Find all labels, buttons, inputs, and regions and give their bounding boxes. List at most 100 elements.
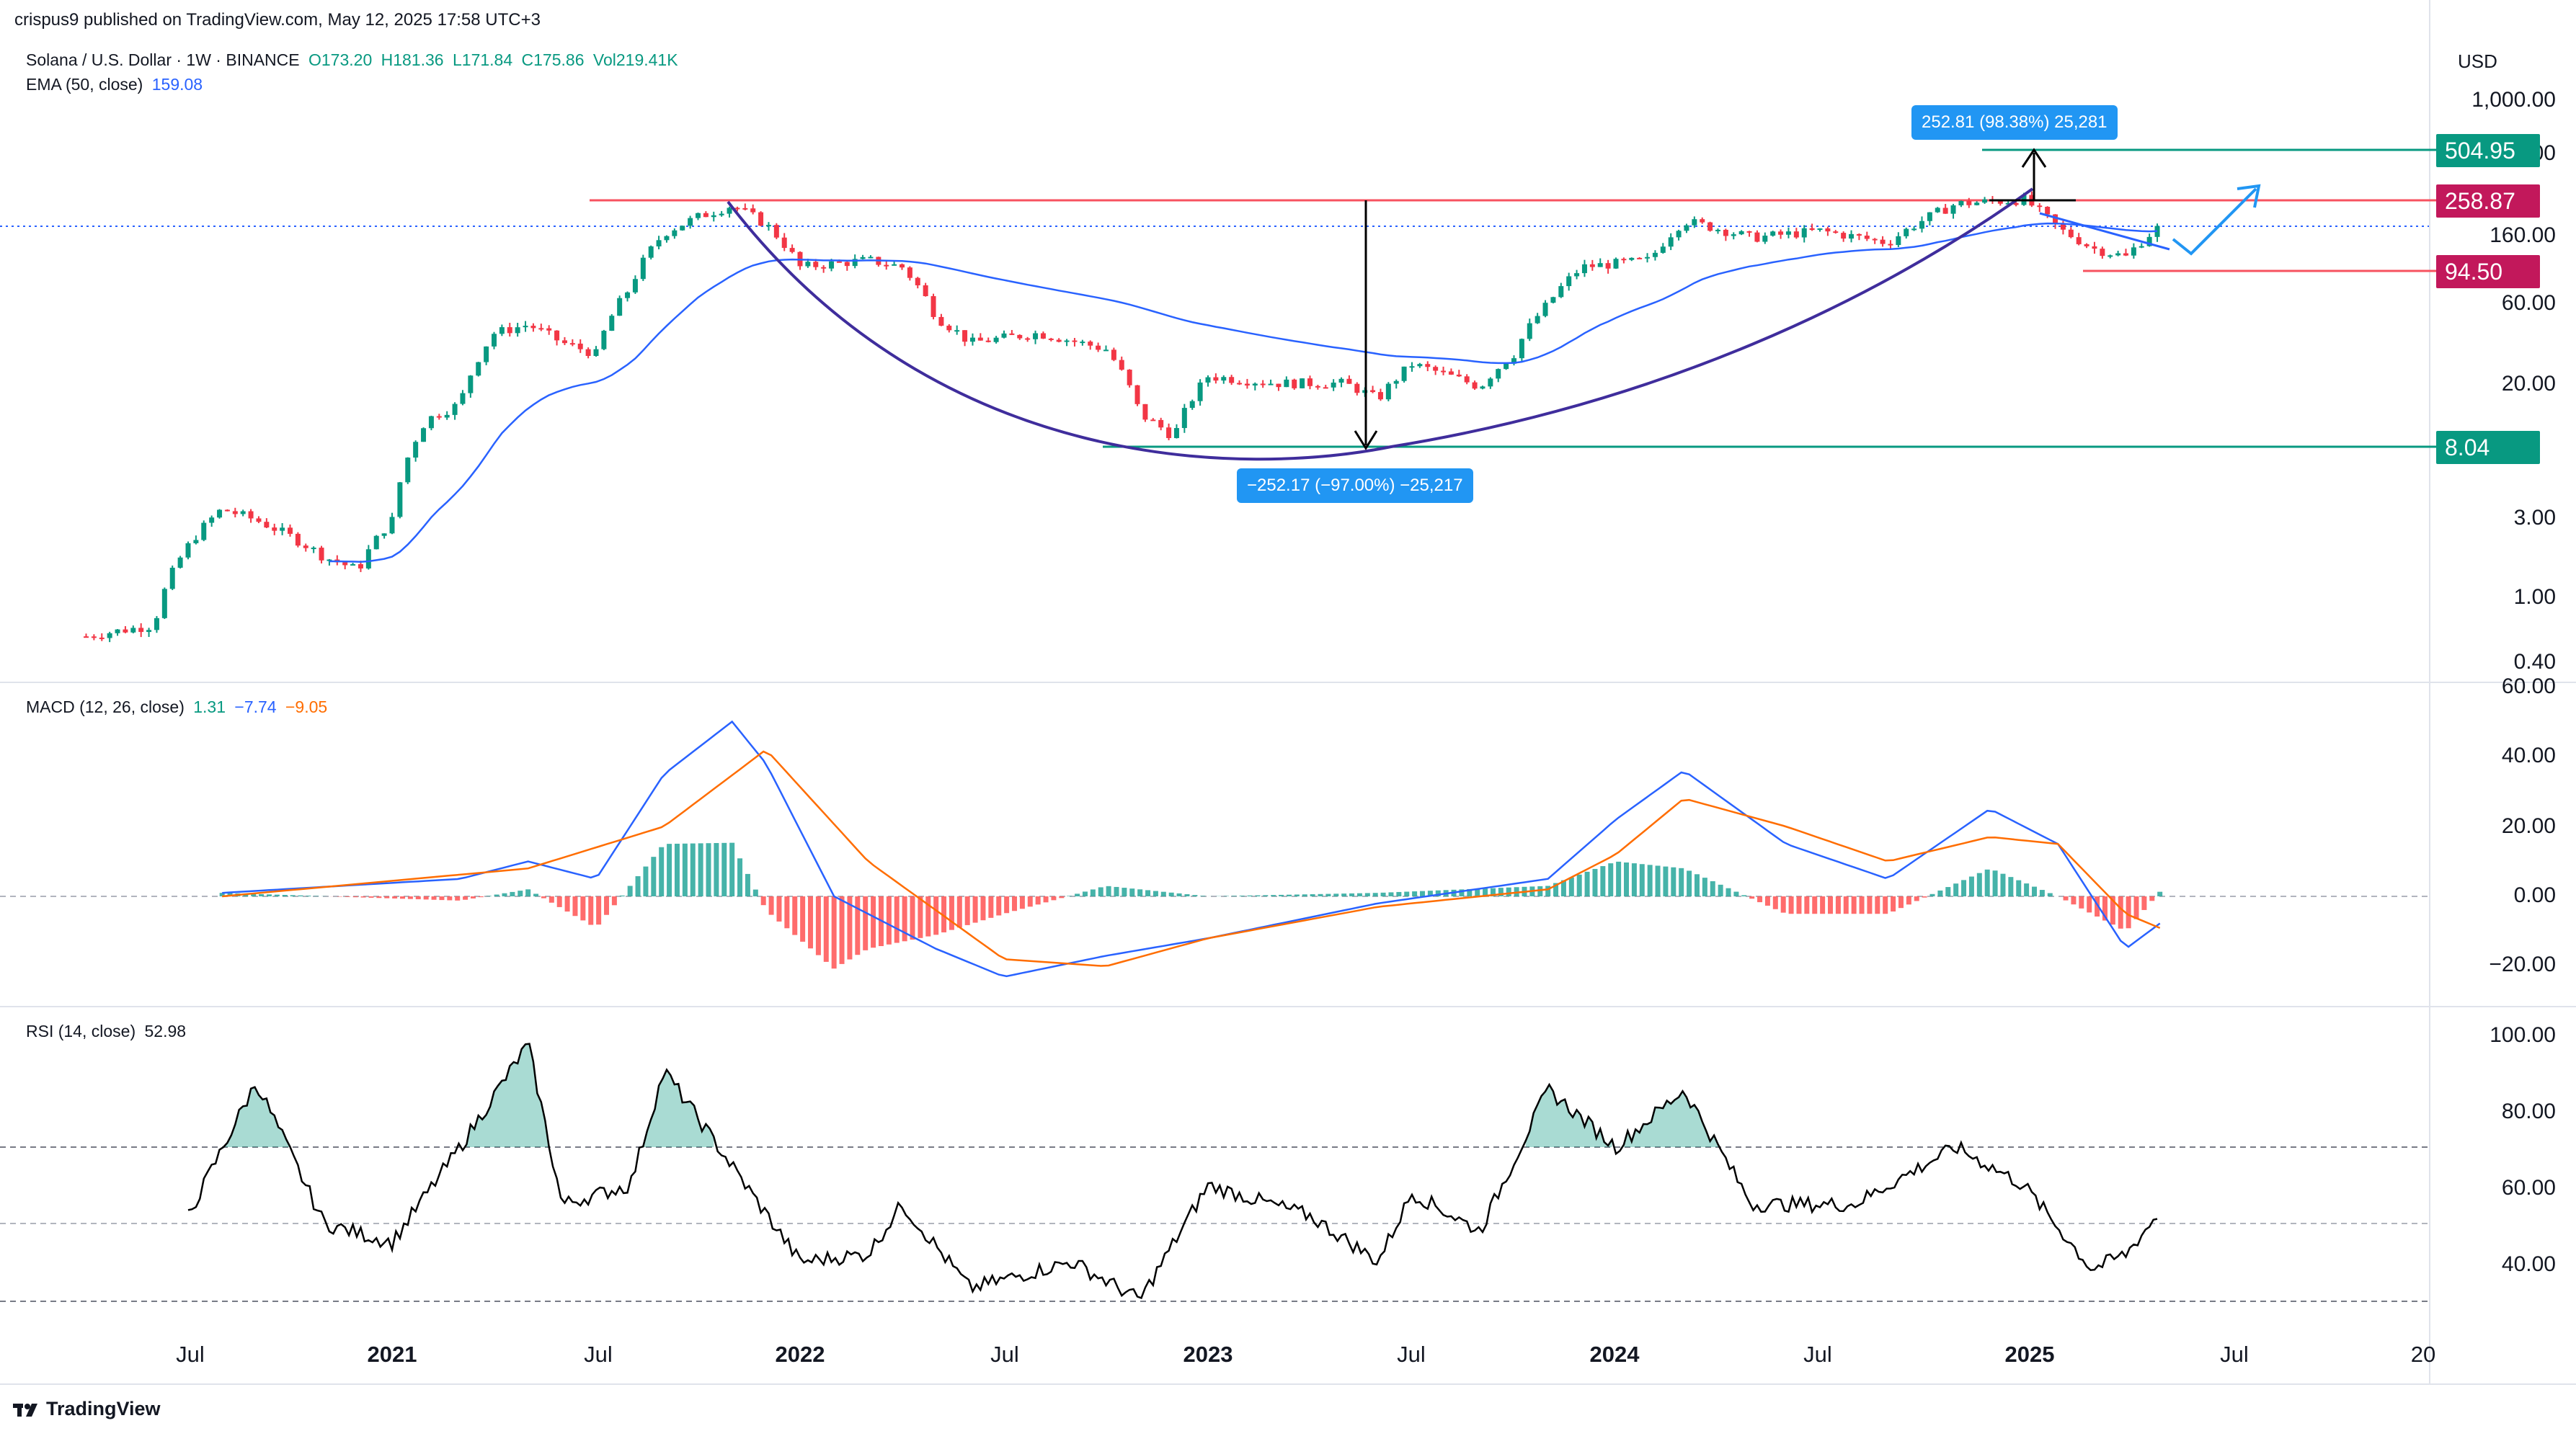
macd-histogram-bar (2079, 896, 2084, 909)
macd-histogram-bar (1859, 896, 1865, 914)
macd-hist-value: 1.31 (193, 697, 226, 716)
candle-body (561, 340, 567, 344)
macd-histogram-bar (659, 847, 665, 896)
rsi-overbought-fill (466, 1043, 549, 1147)
candle-body (1527, 323, 1532, 339)
price-tag-target[interactable]: 504.95 (2436, 134, 2540, 167)
macd-legend[interactable]: MACD (12, 26, close) 1.31 −7.74 −9.05 (26, 697, 332, 717)
currency-label[interactable]: USD (2458, 50, 2497, 72)
candle-body (1880, 239, 1886, 244)
candle-body (523, 326, 528, 328)
candle-body (1621, 259, 1627, 261)
macd-histogram-bar (1059, 896, 1065, 899)
pane-divider-main[interactable] (0, 682, 2576, 683)
candle-body (1323, 387, 1328, 389)
candle-body (389, 517, 395, 534)
candle-body (311, 548, 316, 550)
macd-histogram-bar (941, 896, 947, 932)
ema-line (329, 222, 2158, 563)
macd-histogram-bar (1804, 896, 1810, 914)
candle-body (719, 213, 724, 215)
macd-histogram-bar (1012, 896, 1018, 911)
macd-histogram-bar (910, 896, 915, 940)
macd-histogram-bar (423, 896, 429, 900)
macd-histogram-bar (352, 896, 358, 898)
macd-histogram-bar (933, 896, 939, 935)
pane-divider-macd[interactable] (0, 1006, 2576, 1007)
macd-histogram-bar (949, 896, 954, 930)
measure-down-label[interactable]: −252.17 (−97.00%) −25,217 (1237, 468, 1473, 503)
time-axis-label: 20 (2410, 1342, 2436, 1367)
time-axis-label: Jul (1397, 1342, 1426, 1367)
candle-body (1025, 338, 1031, 340)
rsi-legend[interactable]: RSI (14, close) 52.98 (26, 1022, 190, 1041)
macd-histogram-bar (1427, 891, 1433, 896)
candle-body (303, 545, 308, 548)
macd-histogram-bar (580, 896, 586, 921)
candle-body (154, 618, 159, 630)
candle-body (2013, 202, 2019, 205)
candle-body (185, 543, 191, 558)
macd-line-value: −7.74 (234, 697, 277, 716)
candle-body (256, 518, 262, 522)
macd-histogram-bar (839, 896, 845, 964)
macd-histogram-bar (1333, 893, 1339, 896)
macd-histogram-bar (690, 843, 696, 896)
candle-body (1229, 377, 1235, 383)
macd-histogram-bar (1764, 896, 1770, 906)
price-tag-resistance[interactable]: 258.87 (2436, 184, 2540, 218)
measure-up-label[interactable]: 252.81 (98.38%) 25,281 (1911, 105, 2118, 140)
candle-body (1237, 383, 1243, 385)
ema-value: 159.08 (151, 75, 203, 94)
candle-body (2076, 237, 2082, 244)
candle-body (632, 279, 638, 293)
candle-body (1754, 232, 1760, 242)
macd-histogram-bar (2095, 896, 2100, 917)
rsi-overbought-fill (1623, 1091, 1718, 1147)
candle-body (130, 628, 136, 633)
price-tag-support[interactable]: 8.04 (2436, 431, 2540, 464)
time-axis-label: 2024 (1589, 1342, 1640, 1367)
macd-histogram-bar (1129, 888, 1135, 896)
macd-histogram-bar (1953, 883, 1959, 896)
candle-body (1801, 228, 1807, 238)
candle-body (1504, 363, 1509, 370)
candle-body (962, 330, 968, 342)
candle-body (923, 285, 928, 296)
candle-body (1770, 231, 1776, 236)
tradingview-logo[interactable]: TradingView (13, 1398, 161, 1420)
candle-body (1700, 219, 1705, 223)
candle-body (1904, 228, 1909, 236)
macd-histogram-bar (784, 896, 790, 929)
rsi-label: RSI (14, close) (26, 1022, 136, 1040)
macd-histogram-bar (1631, 863, 1637, 896)
pane-divider-axis (0, 1383, 2576, 1385)
candle-body (1605, 263, 1611, 269)
macd-histogram-bar (251, 893, 257, 896)
time-axis-label: Jul (176, 1342, 205, 1367)
candle-body (1841, 233, 1847, 239)
macd-histogram-bar (1687, 870, 1692, 896)
candle-body (2146, 236, 2152, 246)
candle-body (1480, 386, 1485, 389)
macd-histogram-bar (1152, 891, 1158, 896)
macd-histogram-bar (502, 893, 507, 896)
macd-histogram-bar (392, 896, 398, 899)
macd-histogram-bar (1788, 896, 1794, 914)
candle-body (1535, 316, 1540, 324)
candle-body (295, 533, 301, 546)
candle-body (1244, 383, 1250, 385)
price-tag-stop[interactable]: 94.50 (2436, 255, 2540, 288)
symbol-label[interactable]: Solana / U.S. Dollar · 1W · BINANCE (26, 50, 300, 69)
macd-histogram-bar (1318, 893, 1323, 896)
high-value: H181.36 (381, 50, 444, 69)
macd-axis-label: 40.00 (2501, 744, 2556, 767)
ema-legend[interactable]: EMA (50, close) 159.08 (26, 75, 207, 94)
macd-histogram-bar (1984, 869, 1990, 896)
candle-body (860, 257, 866, 259)
candle-body (1307, 378, 1313, 386)
macd-histogram-bar (470, 896, 476, 899)
candle-body (1629, 257, 1635, 260)
candle-body (1974, 202, 1980, 205)
